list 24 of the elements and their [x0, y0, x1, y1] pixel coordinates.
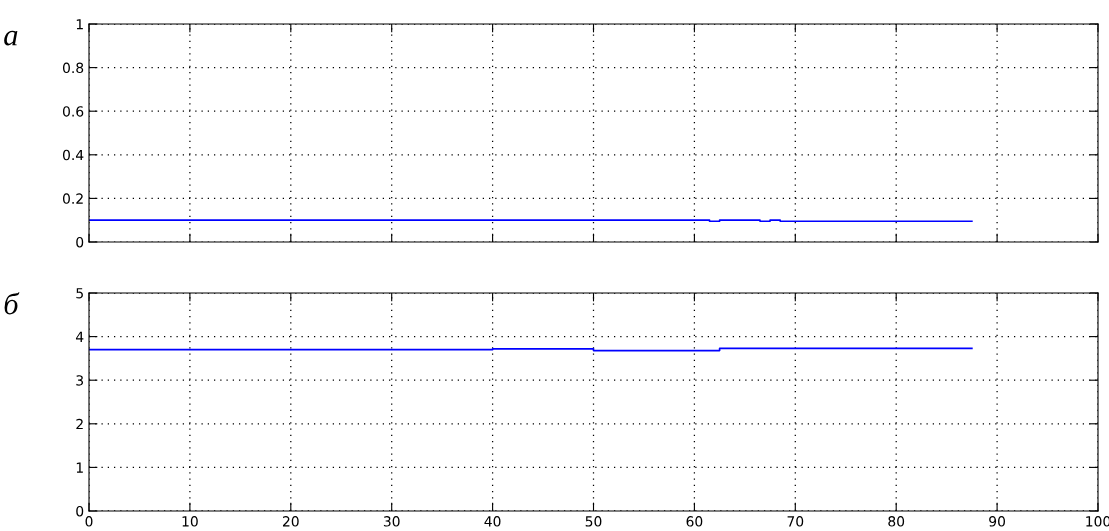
y-tick-label: 1: [76, 19, 83, 30]
chart-title: б: [4, 292, 20, 315]
x-tick-label: 10: [182, 516, 198, 527]
x-tick-label: 40: [484, 516, 501, 527]
y-tick-label: 0.4: [62, 149, 84, 161]
x-tick-label: 30: [383, 516, 400, 527]
x-tick-label: 80: [888, 516, 905, 527]
x-tick-label: 50: [585, 516, 602, 527]
y-tick-label: 0.6: [62, 106, 84, 117]
x-tick-label: 60: [686, 516, 703, 527]
x-tick-label: 90: [989, 516, 1006, 527]
x-tick-label: 20: [282, 516, 299, 527]
y-tick-label: 2: [76, 418, 83, 430]
y-tick-label: 0: [76, 505, 84, 517]
x-tick-label: 0: [85, 516, 93, 527]
y-tick-label: 0.2: [62, 193, 83, 204]
y-tick-label: 4: [75, 331, 84, 342]
x-tick-label: 70: [787, 516, 804, 527]
chart-title: а: [4, 30, 18, 46]
y-tick-label: 3: [76, 375, 84, 386]
y-tick-label: 0.8: [62, 62, 84, 74]
y-tick-label: 1: [76, 462, 83, 473]
y-tick-label: 0: [76, 236, 84, 248]
y-tick-label: 5: [76, 288, 83, 299]
